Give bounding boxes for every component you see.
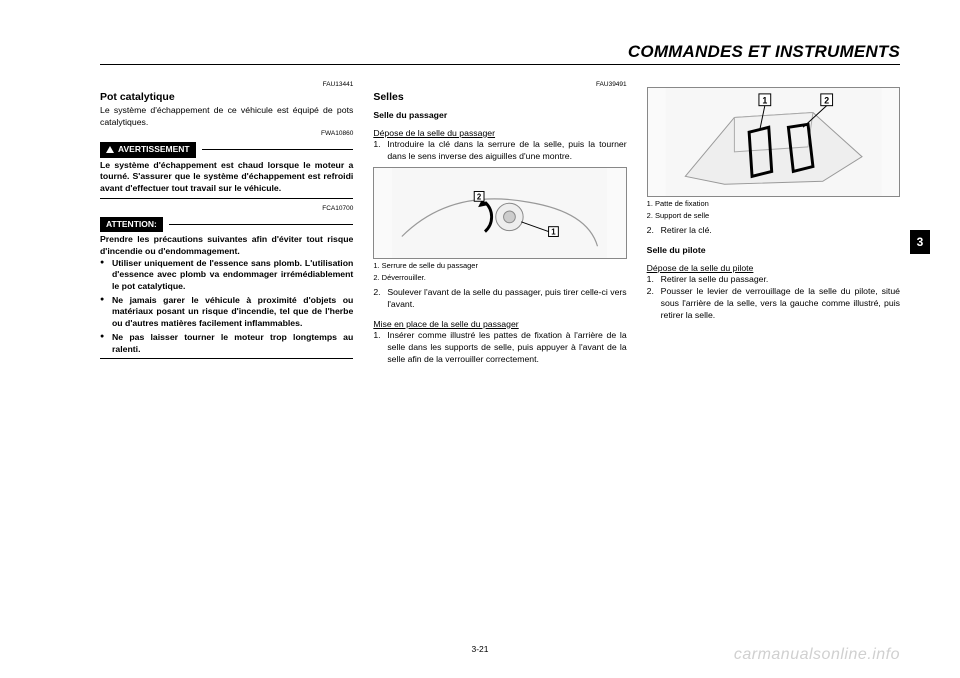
figure-caption: 1. Patte de fixation — [647, 199, 900, 209]
columns: FAU13441 Pot catalytique Le système d'éc… — [100, 79, 900, 366]
steps-list: 2.Soulever l'avant de la selle du passag… — [373, 287, 626, 310]
warning-text: Le système d'échappement est chaud lorsq… — [100, 160, 353, 195]
section-title-pot: Pot catalytique — [100, 90, 353, 104]
column-1: FAU13441 Pot catalytique Le système d'éc… — [100, 79, 353, 366]
ref-code: FCA10700 — [100, 205, 353, 214]
step-number: 1. — [647, 274, 661, 286]
step-text: Soulever l'avant de la selle du passager… — [387, 287, 626, 310]
bullet-item: Utiliser uniquement de l'essence sans pl… — [100, 258, 353, 293]
svg-text:2: 2 — [477, 192, 482, 201]
steps-list: 1.Introduire la clé dans la serrure de l… — [373, 139, 626, 162]
step-text: Pousser le levier de verrouillage de la … — [661, 286, 900, 321]
step-number: 1. — [373, 330, 387, 365]
paragraph: Le système d'échappement de ce véhicule … — [100, 105, 353, 128]
bullet-item: Ne jamais garer le véhicule à proximité … — [100, 295, 353, 330]
figure-caption: 2. Support de selle — [647, 211, 900, 221]
procedure-title: Dépose de la selle du pilote — [647, 263, 900, 275]
ref-code: FWA10860 — [100, 130, 353, 139]
rule — [100, 358, 353, 359]
steps-list: 1.Retirer la selle du passager. 2.Pousse… — [647, 274, 900, 321]
warning-triangle-icon — [106, 146, 114, 153]
attention-intro: Prendre les précautions suivantes afin d… — [100, 234, 353, 257]
rule — [202, 149, 354, 150]
figure-lock: 2 1 — [373, 167, 626, 259]
procedure-title: Mise en place de la selle du passager — [373, 319, 626, 331]
attention-badge: ATTENTION: — [100, 217, 163, 232]
figure-caption: 2. Déverrouiller. — [373, 273, 626, 283]
svg-text:1: 1 — [552, 227, 557, 236]
warning-row: AVERTISSEMENT — [100, 142, 353, 157]
steps-list: 2.Retirer la clé. — [647, 225, 900, 237]
attention-bullets: Utiliser uniquement de l'essence sans pl… — [100, 258, 353, 356]
ref-code: FAU39491 — [373, 81, 626, 90]
column-3: 1 2 1. Patte de fixation 2. Support de s… — [647, 79, 900, 366]
step-item: 1.Retirer la selle du passager. — [647, 274, 900, 286]
step-item: 1.Introduire la clé dans la serrure de l… — [373, 139, 626, 162]
procedure-title: Dépose de la selle du passager — [373, 128, 626, 140]
step-item: 2.Soulever l'avant de la selle du passag… — [373, 287, 626, 310]
step-item: 2.Pousser le levier de verrouillage de l… — [647, 286, 900, 321]
page: COMMANDES ET INSTRUMENTS FAU13441 Pot ca… — [0, 0, 960, 678]
warning-label: AVERTISSEMENT — [118, 144, 190, 155]
steps-list: 1.Insérer comme illustré les pattes de f… — [373, 330, 626, 365]
figure-caption: 1. Serrure de selle du passager — [373, 261, 626, 271]
svg-text:2: 2 — [824, 96, 829, 106]
ref-code: FAU13441 — [100, 81, 353, 90]
rule — [169, 224, 353, 225]
step-text: Retirer la clé. — [661, 225, 712, 237]
attention-row: ATTENTION: — [100, 217, 353, 232]
watermark: carmanualsonline.info — [734, 646, 900, 664]
step-number: 2. — [647, 225, 661, 237]
warning-badge: AVERTISSEMENT — [100, 142, 196, 157]
chapter-tab: 3 — [910, 230, 930, 254]
rule — [100, 198, 353, 199]
section-title-selles: Selles — [373, 90, 626, 104]
step-number: 1. — [373, 139, 387, 162]
figure-svg: 1 2 — [648, 88, 899, 196]
step-text: Insérer comme illustré les pattes de fix… — [387, 330, 626, 365]
figure-svg: 2 1 — [374, 168, 625, 258]
sub-heading: Selle du passager — [373, 110, 626, 122]
sub-heading: Selle du pilote — [647, 245, 900, 257]
step-text: Retirer la selle du passager. — [661, 274, 769, 286]
column-2: FAU39491 Selles Selle du passager Dépose… — [373, 79, 626, 366]
step-number: 2. — [647, 286, 661, 321]
bullet-item: Ne pas laisser tourner le moteur trop lo… — [100, 332, 353, 355]
step-item: 1.Insérer comme illustré les pattes de f… — [373, 330, 626, 365]
svg-text:1: 1 — [762, 96, 767, 106]
step-item: 2.Retirer la clé. — [647, 225, 900, 237]
step-number: 2. — [373, 287, 387, 310]
page-header: COMMANDES ET INSTRUMENTS — [100, 42, 900, 65]
figure-seat-brackets: 1 2 — [647, 87, 900, 197]
step-text: Introduire la clé dans la serrure de la … — [387, 139, 626, 162]
